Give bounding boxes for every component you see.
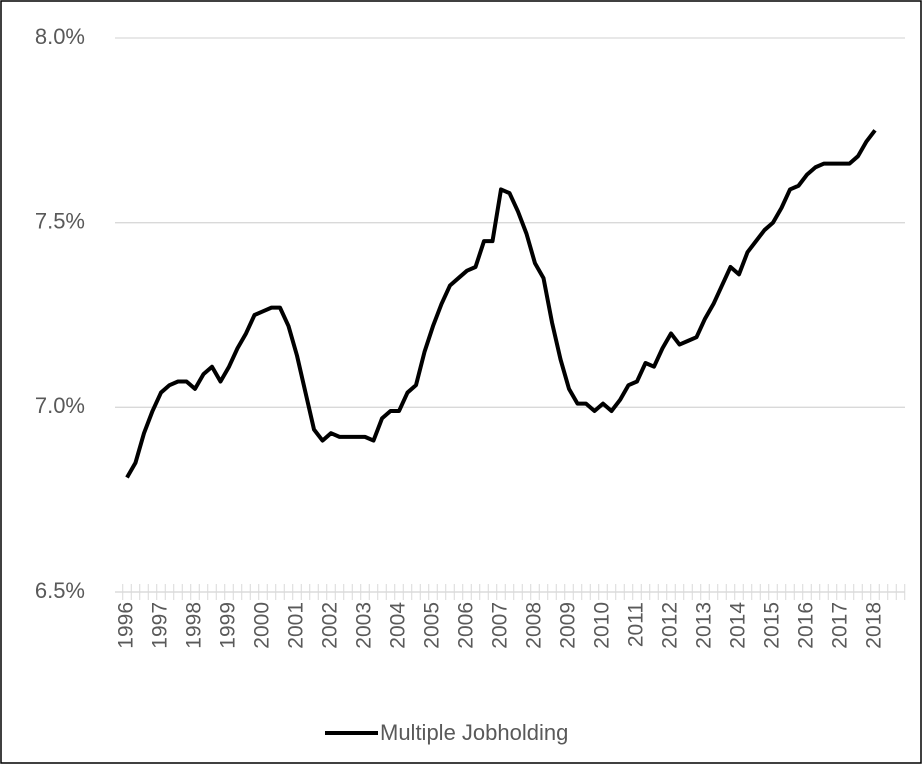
x-tick-label: 2011 [625, 602, 648, 647]
x-tick-label: 2005 [421, 602, 444, 649]
x-tick-label: 2007 [489, 602, 512, 649]
y-tick-label: 6.5% [35, 578, 85, 603]
series-line [125, 129, 877, 479]
x-tick-label: 2003 [353, 602, 376, 649]
x-tick-label: 2018 [863, 602, 886, 649]
x-tick-label: 2002 [319, 602, 342, 649]
x-tick-label: 2001 [285, 602, 308, 649]
x-tick-label: 2010 [591, 602, 614, 649]
x-tick-label: 2000 [251, 602, 274, 649]
y-tick-label: 7.5% [35, 208, 85, 233]
x-tick-label: 1998 [183, 602, 206, 649]
x-tick-label: 2015 [761, 602, 784, 649]
x-tick-label: 2012 [659, 602, 682, 649]
y-tick-label: 8.0% [35, 24, 85, 49]
legend-label: Multiple Jobholding [380, 720, 568, 745]
x-tick-label: 1997 [149, 602, 172, 649]
x-tick-label: 1996 [115, 602, 138, 649]
x-tick-label: 2006 [455, 602, 478, 649]
x-tick-label: 2016 [795, 602, 818, 649]
x-tick-label: 2014 [727, 602, 750, 649]
x-tick-label: 2017 [829, 602, 852, 649]
x-tick-label: 2009 [557, 602, 580, 649]
x-tick-label: 2004 [387, 602, 410, 649]
x-tick-label: 1999 [217, 602, 240, 649]
y-tick-label: 7.0% [35, 393, 85, 418]
x-tick-label: 2008 [523, 602, 546, 649]
x-tick-label: 2013 [693, 602, 716, 649]
